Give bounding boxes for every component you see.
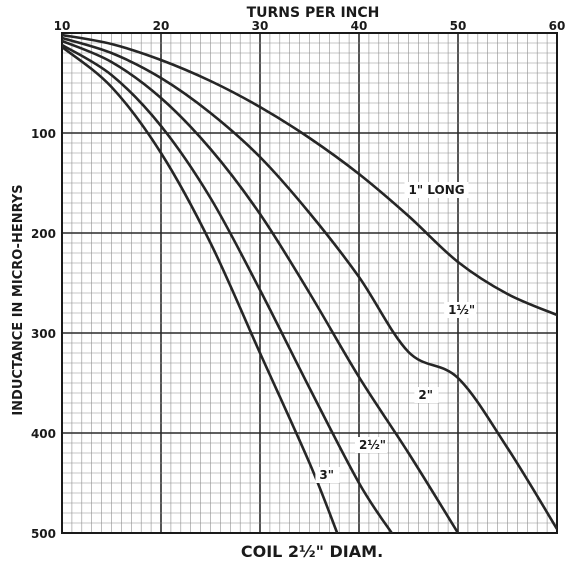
y-tick-labels: 100 200 300 400 500 [31, 127, 56, 541]
series-label-backdrop [315, 467, 340, 483]
y-tick-label: 400 [31, 427, 56, 441]
series-label: 1½" [448, 303, 475, 317]
series-curves [62, 33, 557, 533]
series-label: 3" [319, 468, 334, 482]
series-label: 1" LONG [409, 183, 465, 197]
x-tick-label: 60 [549, 19, 566, 33]
series-label-backdrop [404, 182, 469, 198]
x-axis-title: TURNS PER INCH [247, 5, 380, 21]
y-tick-label: 200 [31, 227, 56, 241]
series-curve-3 [62, 39, 460, 533]
x-tick-labels: 10 20 30 40 50 60 [54, 19, 566, 33]
y-tick-label: 100 [31, 127, 56, 141]
x-tick-label: 20 [153, 19, 170, 33]
series-curve-4 [62, 43, 393, 533]
series-label-backdrop [444, 302, 477, 318]
series-curve-1 [62, 33, 557, 317]
y-tick-label: 500 [31, 527, 56, 541]
series-labels: 1" LONG 1½" 2" 2½" 3" [315, 182, 477, 483]
y-tick-label: 300 [31, 327, 56, 341]
series-curve-2 [62, 36, 557, 531]
series-label-backdrop [355, 437, 387, 453]
series-label: 2" [418, 388, 433, 402]
chart-caption: COIL 2½" DIAM. [241, 542, 383, 561]
series-label-backdrop [414, 387, 439, 403]
x-tick-label: 50 [450, 19, 467, 33]
y-axis-title: INDUCTANCE IN MICRO-HENRYS [11, 184, 26, 415]
series-curve-5 [62, 45, 339, 533]
plot-frame [61, 32, 558, 534]
series-label: 2½" [359, 438, 386, 452]
x-tick-label: 30 [252, 19, 269, 33]
grid [61, 32, 558, 534]
x-tick-label: 10 [54, 19, 71, 33]
x-tick-label: 40 [351, 19, 368, 33]
